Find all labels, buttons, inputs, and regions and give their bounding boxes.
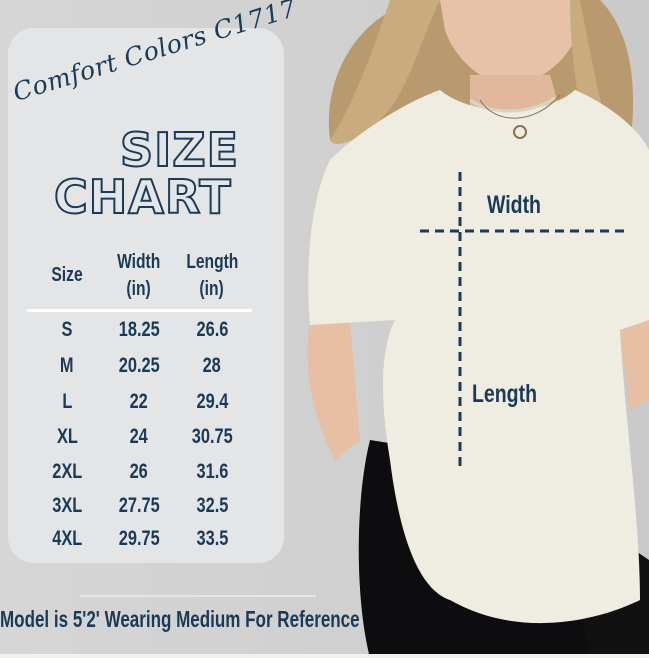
width-cell: 18.25	[118, 318, 160, 341]
width-cell: 22	[129, 390, 149, 413]
footer-divider	[80, 595, 316, 597]
bottom-edge	[0, 654, 649, 658]
size-cell: 4XL	[51, 527, 83, 550]
width-cell: 24	[129, 425, 149, 448]
length-cell: 30.75	[191, 425, 233, 448]
title-line2: CHART	[53, 170, 232, 224]
size-chart-card	[8, 28, 284, 563]
width-cell: 20.25	[118, 354, 160, 377]
model-note: Model is 5'2' Wearing Medium For Referen…	[0, 606, 360, 632]
size-cell: S	[61, 318, 73, 341]
length-cell: 28	[202, 354, 222, 377]
header-width: Width (in)	[117, 251, 161, 300]
size-cell: 3XL	[51, 494, 83, 517]
size-cell: XL	[56, 425, 78, 448]
width-cell: 26	[129, 460, 149, 483]
width-label: Width	[487, 191, 541, 219]
size-cell: L	[61, 390, 72, 413]
length-cell: 33.5	[196, 527, 228, 550]
length-label: Length	[472, 380, 537, 408]
length-cell: 32.5	[196, 494, 228, 517]
length-cell: 31.6	[196, 460, 228, 483]
header-divider	[27, 309, 252, 312]
title-line1: SIZE	[119, 123, 240, 177]
header-length: Length (in)	[186, 251, 238, 300]
width-cell: 27.75	[118, 494, 160, 517]
width-cell: 29.75	[118, 527, 160, 550]
length-cell: 29.4	[196, 390, 228, 413]
header-size: Size	[51, 264, 83, 286]
length-cell: 26.6	[196, 318, 228, 341]
size-cell: 2XL	[51, 460, 83, 483]
size-cell: M	[60, 354, 74, 377]
